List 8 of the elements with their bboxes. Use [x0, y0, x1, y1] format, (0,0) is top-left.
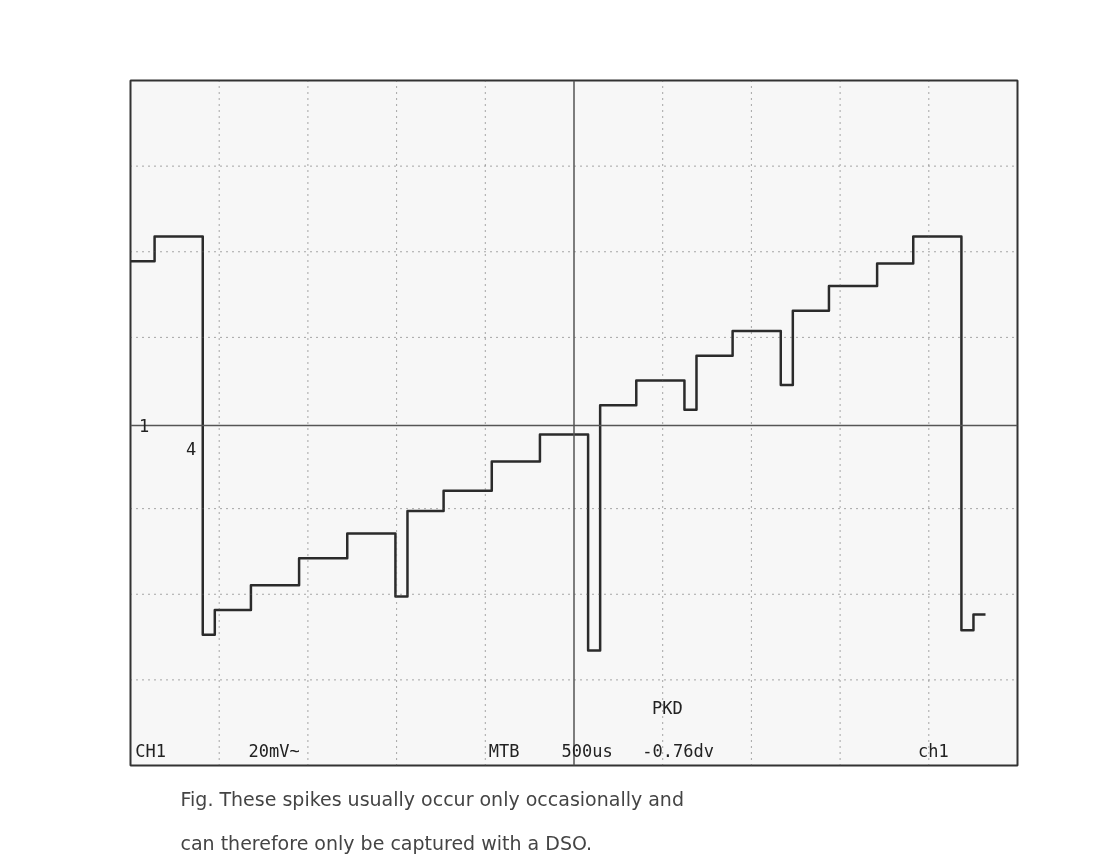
- text: -0.76dv: [642, 740, 714, 761]
- text: CH1: [135, 740, 167, 761]
- text: MTB: [488, 740, 520, 761]
- text: PKD: [651, 698, 683, 719]
- annotation: 4: [185, 438, 197, 459]
- text: ch1: [918, 740, 949, 761]
- text: 20mV~: [248, 740, 300, 761]
- text: Fig. These spikes usually occur only occasionally and can therefore only be captured with a DSO.: [180, 787, 684, 854]
